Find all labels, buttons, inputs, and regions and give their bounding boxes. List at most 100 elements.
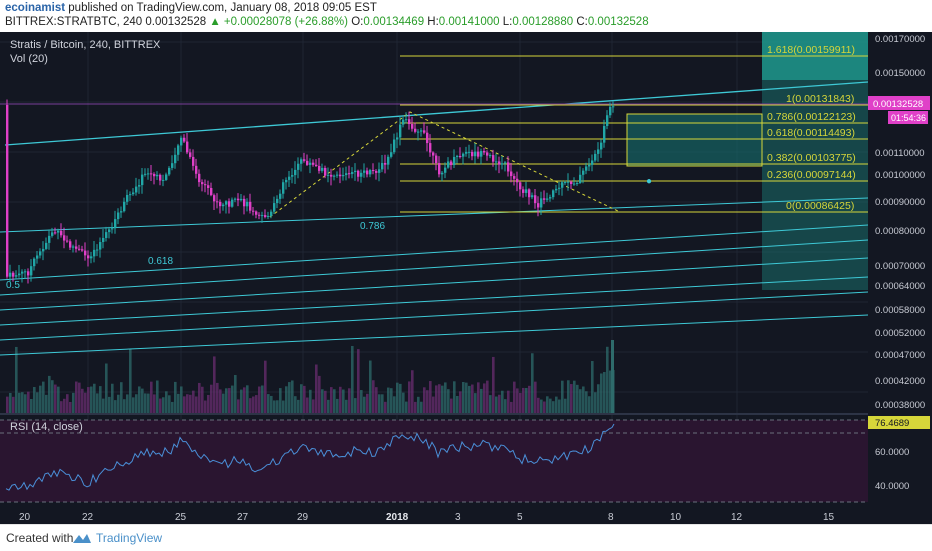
volume-bar	[276, 400, 279, 414]
low-label: L:	[502, 16, 513, 28]
volume-bar	[543, 401, 546, 414]
close-value: 0.00132528	[587, 16, 649, 28]
candle-body	[39, 251, 42, 256]
candle-body	[384, 163, 387, 165]
candle-body	[576, 183, 579, 185]
candle-body	[537, 203, 540, 208]
candle-body	[375, 171, 378, 173]
candle-body	[363, 170, 366, 173]
candle-body	[303, 159, 306, 161]
target-box-lower	[762, 80, 868, 290]
volume-bar	[126, 394, 129, 414]
candlestick-series[interactable]	[6, 99, 615, 284]
volume-bar	[117, 394, 120, 414]
candle-body	[531, 195, 534, 198]
rsi-pane[interactable]: RSI (14, close)	[0, 419, 868, 503]
volume-bar	[162, 397, 165, 414]
volume-bar	[129, 349, 132, 414]
candle-body	[357, 170, 360, 177]
volume-bar	[240, 389, 243, 414]
volume-bar	[465, 382, 468, 414]
volume-bar	[399, 383, 402, 414]
candle-body	[513, 176, 516, 179]
position-box	[627, 114, 762, 166]
candle-body	[213, 195, 216, 202]
volume-bar	[135, 394, 138, 414]
candle-body	[504, 162, 507, 164]
volume-bar	[354, 398, 357, 414]
candle-body	[156, 174, 159, 177]
candle-body	[369, 170, 372, 175]
price-tick: 0.00080000	[875, 226, 925, 237]
candle-body	[153, 173, 156, 177]
volume-bar	[102, 398, 105, 414]
candle-body	[261, 215, 264, 217]
volume-bar	[279, 388, 282, 414]
price-tick: 0.00170000	[875, 34, 925, 45]
volume-bar	[114, 400, 117, 414]
price-badge-text: 0.00132528	[873, 99, 923, 110]
channel-label-786: 0.786	[360, 221, 385, 232]
candle-body	[243, 198, 246, 207]
fib-label-1618: 1.618(0.00159911)	[767, 44, 855, 56]
volume-bar	[585, 391, 588, 414]
candle-body	[366, 170, 369, 175]
volume-bar	[15, 346, 18, 414]
time-axis[interactable]: 20 22 25 27 29 2018 3 5 8 10 12 15	[0, 504, 932, 524]
author-link[interactable]: ecoinamist	[5, 2, 66, 14]
candle-body	[54, 232, 57, 234]
candle-body	[198, 173, 201, 183]
volume-bar	[474, 393, 477, 414]
volume-bar	[300, 384, 303, 414]
candle-body	[423, 130, 426, 133]
volume-bar	[549, 398, 552, 414]
volume-bar	[387, 387, 390, 414]
price-pane[interactable]: 0.786 0.618 0.5 1.618(0.00159911) 1(0.00…	[0, 32, 868, 498]
tradingview-logo-icon[interactable]	[72, 532, 92, 544]
candle-body	[345, 173, 348, 176]
volume-bar	[306, 397, 309, 414]
price-tick: 0.00070000	[875, 261, 925, 272]
candle-body	[270, 211, 273, 216]
rsi-band	[0, 420, 868, 502]
fib-trend-legs[interactable]	[269, 111, 621, 218]
volume-bar	[87, 387, 90, 414]
volume-bar	[360, 390, 363, 414]
candle-body	[48, 235, 51, 243]
volume-bar	[27, 391, 30, 414]
candle-body	[501, 163, 504, 165]
volume-bar	[402, 392, 405, 414]
tradingview-brand-link[interactable]: TradingView	[96, 531, 163, 545]
volume-bar	[165, 391, 168, 414]
price-tick: 0.00058000	[875, 305, 925, 316]
volume-bar	[450, 398, 453, 414]
volume-bar	[246, 385, 249, 414]
candle-body	[300, 159, 303, 164]
volume-bar	[372, 380, 375, 414]
candle-body	[33, 258, 36, 267]
price-axis[interactable]: 0.00170000 0.00150000 0.00110000 0.00100…	[868, 32, 932, 504]
candle-body	[591, 160, 594, 165]
candle-body	[192, 156, 195, 166]
price-tick: 0.00090000	[875, 197, 925, 208]
candle-body	[510, 171, 513, 177]
candle-body	[276, 198, 279, 204]
volume-bar	[525, 387, 528, 414]
volume-bar	[540, 399, 543, 414]
volume-bar	[297, 399, 300, 414]
candle-body	[282, 182, 285, 194]
created-with-text: Created with	[6, 531, 74, 545]
chart-area[interactable]: 0.786 0.618 0.5 1.618(0.00159911) 1(0.00…	[0, 32, 932, 524]
volume-bar	[132, 397, 135, 414]
candle-body	[390, 152, 393, 157]
low-value: 0.00128880	[512, 16, 574, 28]
fib-extension[interactable]	[400, 55, 868, 213]
volume-bar	[378, 394, 381, 414]
volume-bar	[141, 388, 144, 414]
pitchfork-channel[interactable]	[0, 81, 868, 356]
candle-body	[495, 161, 498, 163]
volume-bar	[611, 340, 614, 414]
candle-body	[558, 187, 561, 189]
volume-bar	[99, 386, 102, 414]
candle-body	[489, 155, 492, 157]
